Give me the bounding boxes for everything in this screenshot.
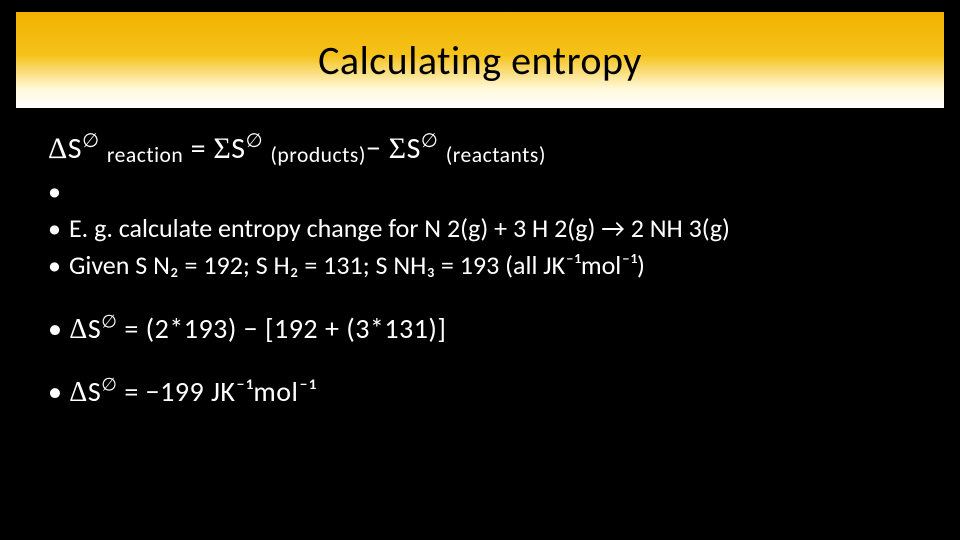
delta-symbol: Δ	[48, 132, 68, 165]
formula-line: ΔS∅ reaction = ΣS∅ (products)− ΣS∅ (reac…	[48, 130, 912, 168]
calc-line-2: • ΔS∅ = −199 JK⁻¹mol⁻¹	[48, 374, 912, 409]
bullet-example-text: E. g. calculate entropy change for N 2(g…	[69, 212, 730, 244]
slide-body: ΔS∅ reaction = ΣS∅ (products)− ΣS∅ (reac…	[48, 130, 912, 409]
rhs-c1: (2*193) − [192 + (3*131)]	[146, 311, 447, 346]
equals-sign: =	[191, 130, 214, 167]
s-letter-c1: S	[88, 311, 101, 346]
s-letter: S	[68, 130, 82, 167]
delta-symbol-c1: Δ	[69, 314, 88, 345]
bullet-given: •Given S N₂ = 192; S H₂ = 131; S NH₃ = 1…	[48, 248, 912, 283]
s-letter-2: S	[231, 130, 245, 167]
title-bar: Calculating entropy	[16, 12, 944, 108]
s-letter-3: S	[407, 130, 421, 167]
subscript-products: (products)	[270, 141, 366, 168]
sigma-symbol-1: Σ	[213, 132, 231, 165]
std-symbol-c1: ∅	[101, 312, 117, 332]
bullet-empty: •	[48, 174, 912, 209]
bullet-given-text: Given S N₂ = 192; S H₂ = 131; S NH₃ = 19…	[69, 249, 645, 281]
std-symbol-c2: ∅	[101, 375, 117, 395]
sigma-symbol-2: Σ	[389, 132, 407, 165]
subscript-reactants: (reactants)	[446, 141, 546, 168]
s-letter-c2: S	[88, 374, 101, 409]
subscript-reaction: reaction	[107, 141, 183, 168]
equals-c2: =	[124, 374, 145, 409]
equals-c1: =	[124, 311, 145, 346]
delta-symbol-c2: Δ	[69, 377, 88, 408]
minus-sign: −	[366, 130, 389, 167]
slide-title: Calculating entropy	[318, 36, 642, 85]
calc-line-1: • ΔS∅ = (2*193) − [192 + (3*131)]	[48, 311, 912, 346]
bullet-example: •E. g. calculate entropy change for N 2(…	[48, 211, 912, 246]
std-state-symbol: ∅	[82, 131, 100, 152]
std-state-symbol-3: ∅	[421, 131, 439, 152]
std-state-symbol-2: ∅	[246, 131, 264, 152]
rhs-c2: −199 JK⁻¹mol⁻¹	[146, 374, 317, 409]
slide: Calculating entropy ΔS∅ reaction = ΣS∅ (…	[0, 0, 960, 540]
